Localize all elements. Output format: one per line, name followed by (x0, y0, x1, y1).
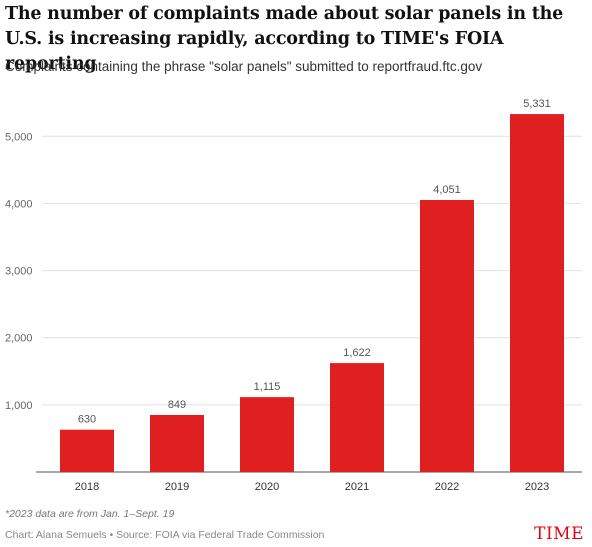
x-tick-label: 2023 (525, 481, 549, 493)
bar-2019 (150, 414, 204, 472)
y-tick-label: 2,000 (5, 333, 33, 345)
x-tick-label: 2019 (165, 481, 189, 493)
x-tick-label: 2022 (435, 481, 459, 493)
bars (60, 114, 564, 473)
y-tick-label: 5,000 (5, 131, 33, 143)
bar-2023 (510, 114, 564, 472)
bar-2022 (420, 200, 474, 473)
y-tick-label: 3,000 (5, 266, 33, 278)
source-credit: Chart: Alana Semuels • Source: FOIA via … (5, 529, 325, 541)
x-tick-label: 2018 (75, 481, 99, 493)
y-tick-label: 4,000 (5, 198, 33, 210)
bar-value-label: 1,115 (254, 381, 281, 393)
bar-2018 (60, 429, 114, 472)
x-tick-label: 2021 (345, 481, 369, 493)
bar-value-label: 5,331 (523, 98, 551, 110)
time-logo: TIME (534, 524, 584, 544)
bar-2021 (330, 363, 384, 472)
labels: 1,000 2,000 3,000 4,000 5,000 630 2018 849 2019 1… (5, 98, 551, 493)
y-tick-label: 1,000 (5, 400, 33, 412)
bar-2020 (240, 397, 294, 472)
bar-value-label: 1,622 (343, 347, 371, 359)
x-tick-label: 2020 (255, 481, 279, 493)
chart-subtitle: Complaints containing the phrase "solar … (5, 59, 483, 74)
bar-value-label: 630 (78, 414, 96, 426)
bar-value-label: 4,051 (433, 184, 461, 196)
footnote: *2023 data are from Jan. 1–Sept. 19 (5, 508, 175, 520)
chart-title: The number of complaints made about sola… (5, 4, 564, 74)
gridlines (36, 135, 582, 473)
bar-value-label: 849 (168, 399, 186, 411)
